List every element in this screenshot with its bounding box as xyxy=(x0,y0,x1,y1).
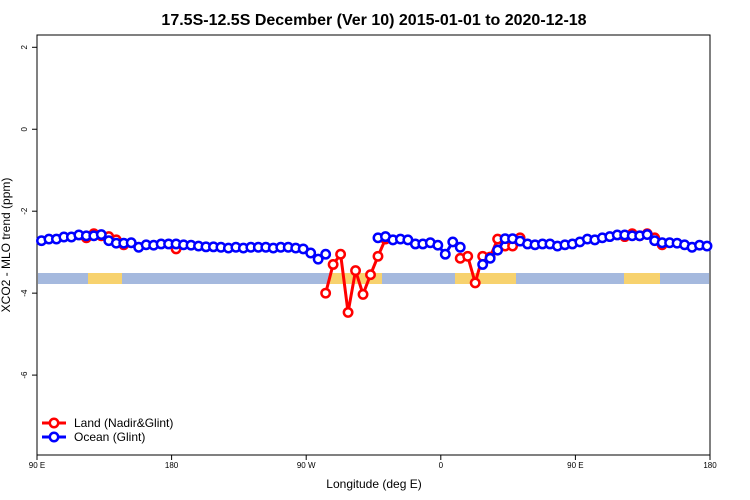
legend-label: Ocean (Glint) xyxy=(74,430,145,444)
point xyxy=(469,277,481,289)
point xyxy=(365,269,376,281)
point xyxy=(492,244,504,256)
point xyxy=(320,248,332,260)
point xyxy=(454,241,466,253)
point xyxy=(447,236,459,248)
y-tick-label: 0 xyxy=(20,126,29,131)
y-tick-label: 2 xyxy=(20,45,29,50)
land-patch xyxy=(624,273,660,284)
point xyxy=(432,239,444,251)
x-tick-label: 90 E xyxy=(29,461,45,470)
legend-marker xyxy=(48,431,60,443)
point xyxy=(357,288,369,300)
point xyxy=(312,253,324,265)
point xyxy=(327,259,339,270)
legend-marker xyxy=(48,417,60,429)
y-tick-label: -6 xyxy=(20,371,29,379)
point xyxy=(350,265,362,277)
x-tick-label: 180 xyxy=(165,461,179,470)
point xyxy=(372,250,384,262)
x-tick-label: 0 xyxy=(439,461,444,470)
y-axis-label: XCO2 - MLO trend (ppm) xyxy=(0,178,13,313)
x-tick-label: 90 W xyxy=(297,461,316,470)
land-patch xyxy=(455,273,516,284)
point xyxy=(641,229,653,241)
point xyxy=(701,240,713,252)
point xyxy=(95,229,107,241)
chart-title: 17.5S-12.5S December (Ver 10) 2015-01-01… xyxy=(161,12,586,29)
y-tick-label: -4 xyxy=(20,289,29,297)
point xyxy=(462,250,474,262)
point xyxy=(477,259,489,270)
point xyxy=(342,306,354,318)
x-tick-label: 180 xyxy=(703,461,717,470)
x-axis-label: Longitude (deg E) xyxy=(326,477,421,491)
legend-label: Land (Nadir&Glint) xyxy=(74,416,173,430)
land-patch xyxy=(330,273,382,284)
point xyxy=(439,248,451,260)
x-tick-label: 90 E xyxy=(567,461,583,470)
y-tick-label: -2 xyxy=(20,207,29,215)
point xyxy=(320,287,332,299)
point xyxy=(484,252,496,264)
land-patch xyxy=(88,273,122,284)
point xyxy=(125,237,137,249)
point xyxy=(335,248,347,260)
point xyxy=(305,247,317,259)
